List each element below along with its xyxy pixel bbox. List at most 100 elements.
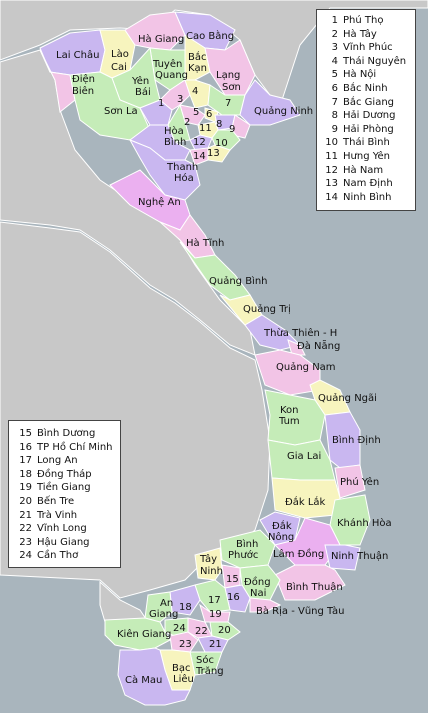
legend-province-name: Bình Dương (37, 428, 96, 439)
province-phu-yen (334, 464, 366, 499)
number-21: 21 (209, 639, 222, 650)
legend-number: 11 (325, 150, 338, 162)
legend-number: 1 (331, 15, 338, 26)
number-16: 16 (227, 592, 240, 603)
legend-province-name: Long An (37, 455, 78, 467)
label-ha-tinh: Hà Tĩnh (186, 237, 224, 249)
number-1: 1 (158, 98, 164, 109)
label-bac-kan-1: Bắc (188, 50, 207, 63)
legend-entry: 12 Hà Nam (317, 164, 415, 178)
number-19: 19 (209, 609, 222, 620)
province-labels: Lai Châu Lào Cai Hà Giang Cao Bằng Tuyên… (56, 29, 392, 686)
label-an-giang-2: Giang (149, 609, 178, 620)
label-yen-bai-2: Bái (135, 86, 151, 98)
label-lang-son-2: Sơn (222, 82, 241, 93)
label-phu-yen: Phú Yên (340, 476, 379, 488)
label-dak-nong-2: Nông (268, 531, 294, 543)
legend-province-name: Hải Phòng (343, 123, 394, 135)
province-da-nang (287, 339, 306, 356)
label-binh-dinh: Bình Định (332, 434, 381, 446)
province-ba-ria-vung-tau (249, 597, 282, 613)
legend-province-name: Nam Định (343, 178, 393, 190)
vietnam-provinces (39, 11, 371, 706)
legend-province-name: Bến Tre (37, 495, 75, 507)
legend-number: 19 (19, 482, 32, 494)
legend-number: 13 (325, 178, 338, 190)
legend-entry: 4 Thái Nguyên (317, 55, 415, 69)
province-lang-son (204, 39, 256, 96)
label-hoa-binh-2: Bình (164, 136, 186, 148)
label-bac-kan-2: Kạn (188, 63, 207, 74)
legend-number: 7 (331, 96, 338, 108)
label-ca-mau: Cà Mau (125, 674, 162, 686)
legend-number: 24 (19, 550, 32, 562)
legend-number: 4 (331, 55, 338, 67)
label-tay-ninh-2: Ninh (200, 566, 223, 577)
label-ha-giang: Hà Giang (138, 33, 184, 45)
number-9: 9 (229, 124, 235, 135)
label-quang-ngai: Quảng Ngãi (318, 392, 377, 404)
number-11: 11 (199, 123, 212, 134)
legend-entry: 17 Long An (9, 454, 120, 468)
legend-number: 18 (19, 468, 32, 480)
legend-province-name: Cần Thơ (37, 550, 79, 562)
legend-number: 22 (19, 523, 32, 535)
province-thanh-hoa (128, 139, 201, 201)
legend-number: 3 (331, 42, 338, 54)
legend-province-name: Bắc Ninh (343, 82, 388, 94)
province-hai-phong (231, 114, 251, 139)
legend-entry: 10 Thái Bình (317, 136, 415, 150)
label-soc-trang-1: Sóc (196, 654, 214, 666)
number-10: 10 (215, 138, 228, 149)
legend-number: 6 (331, 82, 338, 94)
label-cao-bang: Cao Bằng (186, 29, 234, 42)
province-tay-ninh (194, 547, 223, 581)
label-thua-thien-hue: Thừa Thiên - H (263, 327, 337, 339)
label-kon-tum-1: Kon (280, 405, 299, 416)
province-binh-phuoc (219, 529, 276, 569)
legend-province-name: Hải Dương (343, 110, 396, 122)
number-22: 22 (195, 626, 208, 637)
label-lai-chau: Lai Châu (56, 49, 99, 61)
label-tuyen-quang-1: Tuyên (152, 58, 182, 70)
legend-number: 16 (19, 441, 32, 453)
legend-province-name: Thái Nguyên (343, 55, 407, 67)
legend-number: 12 (325, 164, 338, 176)
number-13: 13 (207, 148, 220, 159)
label-kien-giang: Kiên Giang (117, 628, 171, 640)
legend-entry: 18 Đồng Tháp (9, 468, 120, 482)
province-ha-giang (124, 11, 186, 51)
legend-entry: 23 Hậu Giang (9, 536, 120, 550)
province-ben-tre (209, 621, 241, 641)
legend-number: 5 (331, 69, 338, 81)
label-soc-trang-2: Trăng (195, 666, 224, 677)
legend-number: 23 (19, 536, 32, 548)
label-yen-bai-1: Yên (131, 75, 149, 87)
label-quang-nam: Quảng Nam (276, 361, 336, 373)
legend-entry: 24 Cần Thơ (9, 549, 120, 563)
legend-number: 14 (325, 191, 338, 203)
label-binh-thuan: Bình Thuận (286, 581, 343, 593)
label-son-la: Sơn La (104, 106, 138, 117)
label-dong-nai-2: Nai (250, 588, 266, 599)
legend-entry: 22 Vĩnh Long (9, 522, 120, 536)
legend-province-name: Hà Nam (343, 164, 384, 176)
legend-province-name: Tiền Giang (37, 482, 91, 494)
province-ca-mau (117, 647, 191, 706)
label-lao-cai-2: Cai (111, 62, 127, 73)
label-lang-son-1: Lạng (216, 70, 240, 81)
number-18: 18 (179, 602, 192, 613)
legend-number: 8 (331, 110, 338, 122)
label-quang-binh: Quảng Bình (209, 275, 268, 287)
legend-number: 20 (19, 495, 32, 507)
number-5: 5 (193, 107, 199, 118)
number-20: 20 (218, 625, 231, 636)
label-an-giang-1: An (160, 598, 173, 609)
label-binh-phuoc-2: Phước (228, 549, 258, 561)
province-ha-nam (189, 134, 213, 151)
province-quang-ninh (239, 79, 301, 126)
province-phu-tho (139, 99, 173, 126)
legend-entry: 5 Hà Nội (317, 68, 415, 82)
label-dak-nong-1: Đắk (272, 519, 292, 532)
legend-entry: 21 Trà Vinh (9, 509, 120, 523)
